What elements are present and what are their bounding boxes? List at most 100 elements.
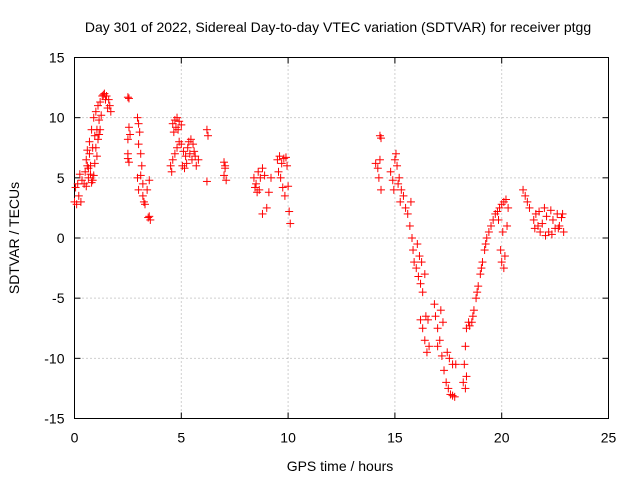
data-point xyxy=(389,185,398,194)
data-point xyxy=(373,164,382,173)
data-point xyxy=(461,384,470,393)
data-point xyxy=(99,90,108,99)
data-point xyxy=(477,264,486,273)
data-point xyxy=(264,188,273,197)
data-point xyxy=(403,209,412,218)
data-point xyxy=(179,147,188,156)
data-point xyxy=(401,203,410,212)
data-point xyxy=(480,246,489,255)
data-point xyxy=(123,93,132,102)
data-point xyxy=(275,152,284,161)
data-point xyxy=(557,213,566,222)
data-point xyxy=(169,128,178,137)
data-point xyxy=(258,209,267,218)
axis-ticks: 0 5 10 15 20 25 -15 -10 -5 0 5 10 15 xyxy=(44,50,616,446)
data-point xyxy=(134,185,143,194)
data-point xyxy=(558,209,567,218)
data-point xyxy=(145,212,154,221)
data-point xyxy=(220,171,229,180)
data-point xyxy=(440,366,449,375)
data-point xyxy=(519,185,528,194)
data-point xyxy=(76,197,85,206)
data-point xyxy=(137,161,146,170)
data-point xyxy=(77,176,86,185)
data-point xyxy=(377,185,386,194)
data-point xyxy=(476,270,485,279)
data-point xyxy=(220,158,229,167)
data-point xyxy=(443,348,452,357)
data-point xyxy=(138,179,147,188)
data-point xyxy=(541,231,550,240)
data-point xyxy=(168,155,177,164)
data-point xyxy=(433,342,442,351)
data-point xyxy=(84,173,93,182)
data-point xyxy=(460,360,469,369)
data-point xyxy=(442,378,451,387)
data-point xyxy=(431,312,440,321)
data-point xyxy=(437,351,446,360)
data-point xyxy=(95,130,104,139)
data-point xyxy=(497,258,506,267)
data-point xyxy=(133,113,142,122)
data-point xyxy=(501,195,510,204)
data-point xyxy=(281,153,290,162)
data-points xyxy=(70,89,568,401)
data-point xyxy=(459,378,468,387)
data-point xyxy=(494,215,503,224)
data-point xyxy=(184,137,193,146)
x-tick-label: 25 xyxy=(601,430,617,446)
data-point xyxy=(145,176,154,185)
data-point xyxy=(405,221,414,230)
y-axis-label: SDTVAR / TECUs xyxy=(6,182,22,294)
data-point xyxy=(83,146,92,155)
data-point xyxy=(133,173,142,182)
data-point xyxy=(250,183,259,192)
data-point xyxy=(124,158,133,167)
data-point xyxy=(530,224,539,233)
data-point xyxy=(96,98,105,107)
data-point xyxy=(409,246,418,255)
data-point xyxy=(374,173,383,182)
data-point xyxy=(388,176,397,185)
data-point xyxy=(375,155,384,164)
y-tick-label: 0 xyxy=(57,230,65,246)
x-tick-label: 0 xyxy=(71,430,79,446)
data-point xyxy=(134,140,143,149)
data-point xyxy=(86,170,95,179)
data-point xyxy=(92,152,101,161)
data-point xyxy=(436,306,445,315)
x-tick-label: 5 xyxy=(177,430,185,446)
data-point xyxy=(102,92,111,101)
data-point xyxy=(168,119,177,128)
data-point xyxy=(140,200,149,209)
data-point xyxy=(469,306,478,315)
data-point xyxy=(87,178,96,187)
data-point xyxy=(503,221,512,230)
data-point xyxy=(493,207,502,216)
data-point xyxy=(256,173,265,182)
data-point xyxy=(104,95,113,104)
data-point xyxy=(170,149,179,158)
data-point xyxy=(559,227,568,236)
data-point xyxy=(72,200,81,209)
data-point xyxy=(189,140,198,149)
data-point xyxy=(390,155,399,164)
data-point xyxy=(126,130,135,139)
data-point xyxy=(535,207,544,216)
data-point xyxy=(525,203,534,212)
x-tick-label: 20 xyxy=(494,430,510,446)
data-point xyxy=(395,173,404,182)
data-point xyxy=(421,312,430,321)
data-point xyxy=(175,117,184,126)
data-point xyxy=(260,171,269,180)
data-point xyxy=(124,123,133,132)
data-point xyxy=(410,258,419,267)
data-point xyxy=(468,312,477,321)
data-point xyxy=(134,119,143,128)
data-point xyxy=(252,179,261,188)
data-point xyxy=(414,272,423,281)
data-point xyxy=(85,137,94,146)
data-point xyxy=(478,258,487,267)
data-point xyxy=(190,147,199,156)
data-point xyxy=(185,149,194,158)
